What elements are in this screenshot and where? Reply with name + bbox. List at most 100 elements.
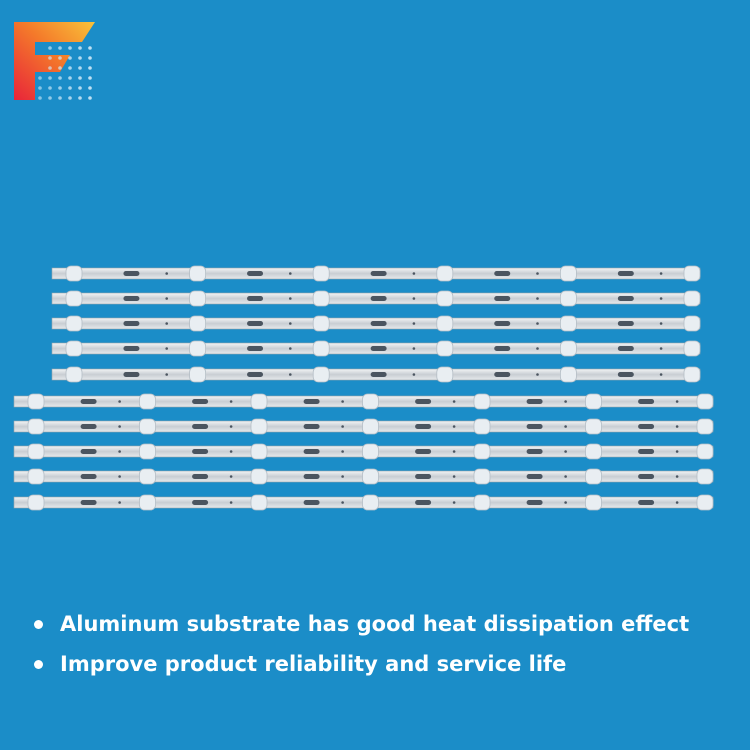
led-lens [560,315,577,332]
hole [412,297,416,300]
slot [80,474,97,479]
slot [192,474,209,479]
slot [247,321,264,326]
slot [617,372,634,377]
slot [80,399,97,404]
slot [415,399,432,404]
led-lens [683,366,701,383]
led-lens [473,443,491,460]
hole [412,347,416,350]
hole [229,425,233,428]
slot [247,296,264,301]
slot [192,424,209,429]
slot [617,271,634,276]
slot [247,346,264,351]
led-lens [436,340,454,357]
hole [412,373,416,376]
logo-dot [48,46,52,50]
led-lens [250,418,268,435]
hole [675,425,679,428]
logo-dot [58,96,62,100]
slot [494,346,511,351]
logo-dot [78,46,82,50]
bullet-text: Aluminum substrate has good heat dissipa… [60,612,690,636]
led-strips [13,265,714,511]
led-lens [362,393,379,410]
hole [536,272,539,275]
led-lens [139,418,156,435]
hole [536,297,539,300]
led-lens [250,468,268,485]
hole [412,322,416,325]
logo-dot [88,46,92,50]
bullet-item: Aluminum substrate has good heat dissipa… [34,612,689,636]
slot [526,424,543,429]
led-lens [585,418,602,435]
logo-dot [78,96,82,100]
slot [123,372,140,377]
led-lens [362,468,379,485]
logo-dot [58,86,62,90]
hole [289,373,292,376]
slot [617,296,634,301]
led-lens [250,443,268,460]
led-lens [362,418,379,435]
led-lens [27,494,45,511]
slot [303,449,320,454]
slot [638,500,655,505]
logo-dot [88,76,92,80]
slot [192,500,209,505]
led-lens [696,494,714,511]
logo-dot [48,56,52,60]
led-lens [585,443,602,460]
hole [536,347,539,350]
hole [289,272,292,275]
hole [165,373,168,376]
hole [564,450,567,453]
logo-dot [68,96,72,100]
hole [118,475,121,478]
hole [675,400,679,403]
hole [659,373,663,376]
led-lens [560,290,577,307]
led-lens [312,290,330,307]
led-lens [139,393,156,410]
logo-dot [58,66,62,70]
led-lens [473,494,491,511]
led-lens [683,290,701,307]
slot [247,372,264,377]
led-lens [436,290,454,307]
slot [494,271,511,276]
logo-dot [68,76,72,80]
hole [564,475,567,478]
hole [536,322,539,325]
hole [564,425,567,428]
led-lens [696,418,714,435]
hole [118,450,121,453]
hole [341,475,344,478]
logo-dot [58,56,62,60]
led-lens [65,265,83,282]
led-lens [65,315,83,332]
led-lens [189,265,207,282]
slot [415,500,432,505]
led-lens [683,265,701,282]
logo-dot [78,66,82,70]
slot [247,271,264,276]
logo-dot [48,76,52,80]
led-lens [473,418,491,435]
slot [617,321,634,326]
led-lens [585,468,602,485]
led-lens [560,265,577,282]
slot [303,474,320,479]
logo-dot [88,56,92,60]
led-lens [696,468,714,485]
logo-dot [38,96,42,100]
led-lens [560,366,577,383]
logo-dot [38,76,42,80]
led-lens [696,443,714,460]
slot [123,346,140,351]
slot [192,449,209,454]
slot [526,449,543,454]
hole [452,450,456,453]
